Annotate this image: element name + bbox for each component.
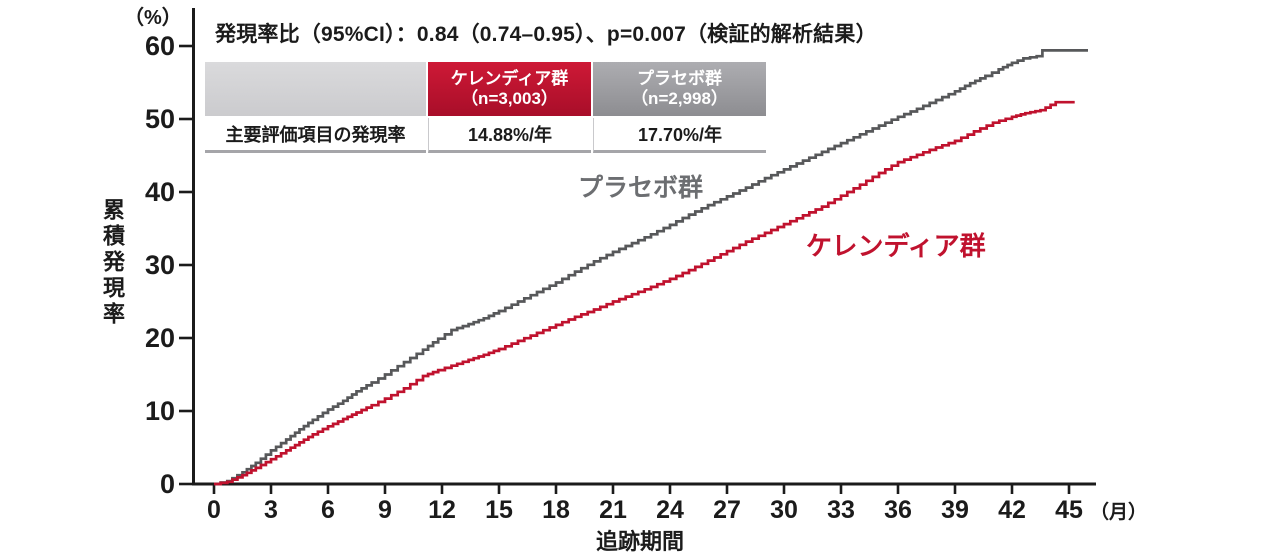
placebo-group-n: （n=2,998）	[631, 89, 728, 108]
y-axis-title: 累積発現率	[100, 198, 125, 328]
svg-text:21: 21	[599, 496, 627, 524]
svg-text:27: 27	[713, 496, 741, 524]
stats-table: ケレンディア群 （n=3,003） プラセボ群 （n=2,998） 主要評価項目…	[205, 62, 766, 153]
kerendia-group-name: ケレンディア群	[450, 69, 569, 89]
svg-text:42: 42	[998, 496, 1026, 524]
table-value-kerendia: 14.88%/年	[428, 118, 591, 153]
svg-text:10: 10	[145, 396, 175, 426]
placebo-curve-label: プラセボ群	[578, 174, 704, 202]
svg-text:9: 9	[378, 496, 392, 524]
table-header-kerendia: ケレンディア群 （n=3,003）	[428, 62, 591, 116]
kerendia-group-n: （n=3,003）	[461, 89, 558, 108]
x-axis-title: 追跡期間	[595, 529, 684, 552]
svg-text:20: 20	[145, 323, 175, 353]
svg-text:30: 30	[145, 250, 175, 280]
svg-text:33: 33	[827, 496, 855, 524]
svg-text:12: 12	[428, 496, 456, 524]
svg-text:39: 39	[941, 496, 969, 524]
table-row-label: 主要評価項目の発現率	[205, 118, 426, 153]
svg-text:24: 24	[656, 496, 684, 524]
svg-text:40: 40	[145, 177, 175, 207]
rate-ratio-annotation: 発現率比（95%CI）：0.84（0.74–0.95）、p=0.007（検証的解…	[215, 23, 877, 46]
table-header-placebo: プラセボ群 （n=2,998）	[593, 62, 766, 116]
svg-text:0: 0	[160, 469, 175, 499]
kerendia-curve-label: ケレンディア群	[806, 231, 986, 261]
svg-text:45: 45	[1055, 496, 1083, 524]
y-axis-unit-label: （%）	[124, 7, 182, 29]
svg-text:6: 6	[321, 496, 335, 524]
svg-text:18: 18	[542, 496, 570, 524]
svg-text:60: 60	[145, 31, 175, 61]
x-axis-unit-label: （月）	[1090, 502, 1148, 523]
svg-text:3: 3	[264, 496, 278, 524]
svg-text:30: 30	[770, 496, 798, 524]
table-corner-cell	[205, 62, 426, 116]
placebo-group-name: プラセボ群	[637, 69, 722, 89]
table-value-placebo: 17.70%/年	[593, 118, 766, 153]
svg-text:0: 0	[207, 496, 221, 524]
svg-text:36: 36	[884, 496, 912, 524]
svg-text:15: 15	[485, 496, 513, 524]
svg-text:50: 50	[145, 104, 175, 134]
